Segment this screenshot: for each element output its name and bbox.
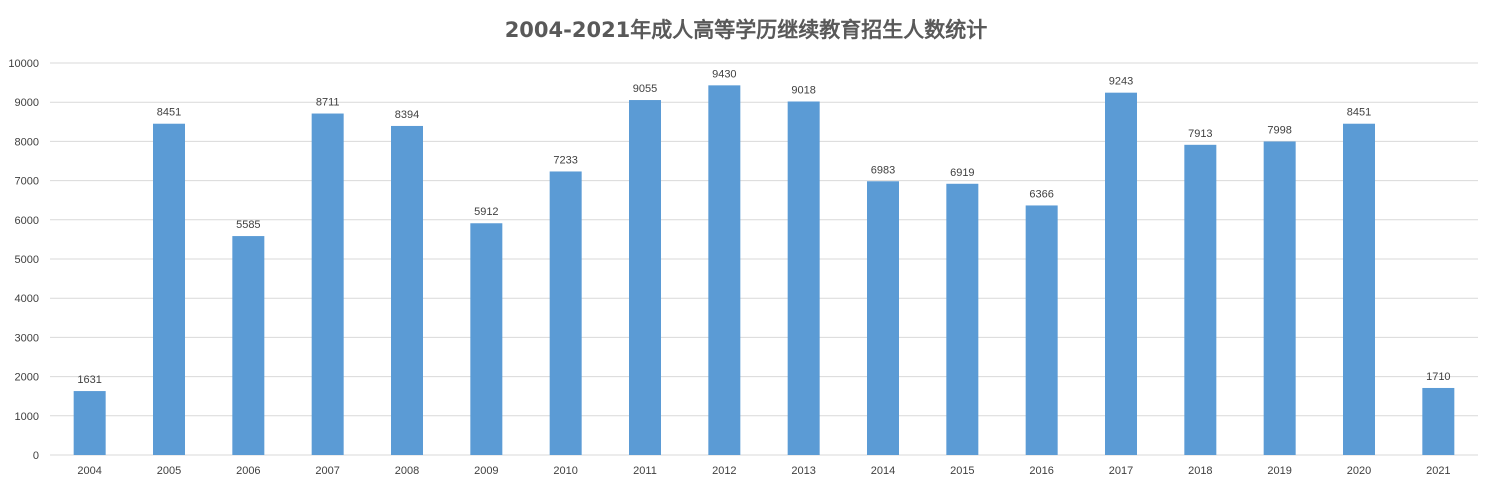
- y-tick-label: 9000: [15, 97, 39, 109]
- data-label: 8394: [395, 109, 419, 121]
- bar: [73, 391, 106, 455]
- y-tick-label: 1000: [15, 411, 39, 423]
- bar: [1184, 144, 1217, 455]
- bar: [629, 100, 661, 455]
- bar: [153, 123, 185, 456]
- bars: [73, 85, 1455, 456]
- bar: [232, 236, 265, 455]
- y-tick-label: 8000: [15, 136, 39, 148]
- bar: [708, 85, 741, 456]
- bar: [1422, 387, 1455, 455]
- data-label: 7998: [1267, 124, 1291, 136]
- chart-title: 2004-2021年成人高等学历继续教育招生人数统计: [505, 18, 988, 42]
- bar: [1025, 205, 1058, 455]
- x-tick-label: 2010: [553, 465, 577, 477]
- x-tick-label: 2014: [871, 465, 895, 477]
- data-label: 1631: [77, 374, 101, 386]
- bar: [549, 171, 582, 455]
- bar: [470, 223, 503, 455]
- data-label: 7913: [1188, 128, 1212, 140]
- data-label: 9243: [1109, 76, 1133, 88]
- x-tick-label: 2004: [77, 465, 101, 477]
- y-axis-ticks: 0 1000 2000 3000 4000 5000 6000 7000 8000 9000 100…: [8, 58, 39, 462]
- x-tick-label: 2019: [1267, 465, 1291, 477]
- bar: [1343, 123, 1375, 456]
- y-tick-label: 6000: [15, 215, 39, 227]
- x-tick-label: 2007: [315, 465, 339, 477]
- x-tick-label: 2021: [1426, 465, 1450, 477]
- x-axis-ticks: 2004 2005 2006 2007 2008 2009 2010 2011 2012 2013…: [77, 465, 1450, 477]
- x-tick-label: 2020: [1347, 465, 1371, 477]
- bar: [1105, 92, 1137, 455]
- y-tick-label: 3000: [15, 332, 39, 344]
- data-label: 6366: [1029, 188, 1053, 200]
- x-tick-label: 2006: [236, 465, 260, 477]
- data-label: 8451: [1347, 107, 1371, 119]
- y-tick-label: 5000: [15, 254, 39, 266]
- x-tick-label: 2008: [395, 465, 419, 477]
- bar: [867, 181, 899, 455]
- data-label: 7233: [553, 154, 577, 166]
- data-label: 6919: [950, 167, 974, 179]
- y-tick-label: 4000: [15, 293, 39, 305]
- x-tick-label: 2016: [1029, 465, 1053, 477]
- data-label: 8451: [157, 107, 181, 119]
- y-tick-label: 7000: [15, 176, 39, 188]
- data-label: 8711: [316, 97, 340, 109]
- bar: [391, 125, 423, 455]
- data-label: 9018: [791, 84, 815, 96]
- bar: [787, 101, 820, 456]
- bar: [946, 183, 979, 455]
- x-tick-label: 2013: [791, 465, 815, 477]
- y-tick-label: 2000: [15, 372, 39, 384]
- x-tick-label: 2017: [1109, 465, 1133, 477]
- data-label: 5585: [236, 219, 260, 231]
- data-label: 1710: [1426, 371, 1450, 383]
- data-labels: 1631 8451 5585 8711 8394 5912 7233 9055 9430 9018…: [77, 68, 1450, 386]
- data-label: 5912: [474, 206, 498, 218]
- bar: [311, 113, 344, 455]
- y-tick-label: 0: [33, 450, 39, 462]
- gridlines: [50, 62, 1478, 456]
- x-tick-label: 2011: [633, 465, 657, 477]
- x-tick-label: 2018: [1188, 465, 1212, 477]
- x-tick-label: 2005: [157, 465, 181, 477]
- x-tick-label: 2015: [950, 465, 974, 477]
- x-tick-label: 2009: [474, 465, 498, 477]
- data-label: 9430: [712, 68, 736, 80]
- bar: [1263, 141, 1296, 455]
- data-label: 9055: [633, 83, 657, 95]
- x-tick-label: 2012: [712, 465, 736, 477]
- data-label: 6983: [871, 164, 895, 176]
- y-tick-label: 10000: [8, 58, 39, 70]
